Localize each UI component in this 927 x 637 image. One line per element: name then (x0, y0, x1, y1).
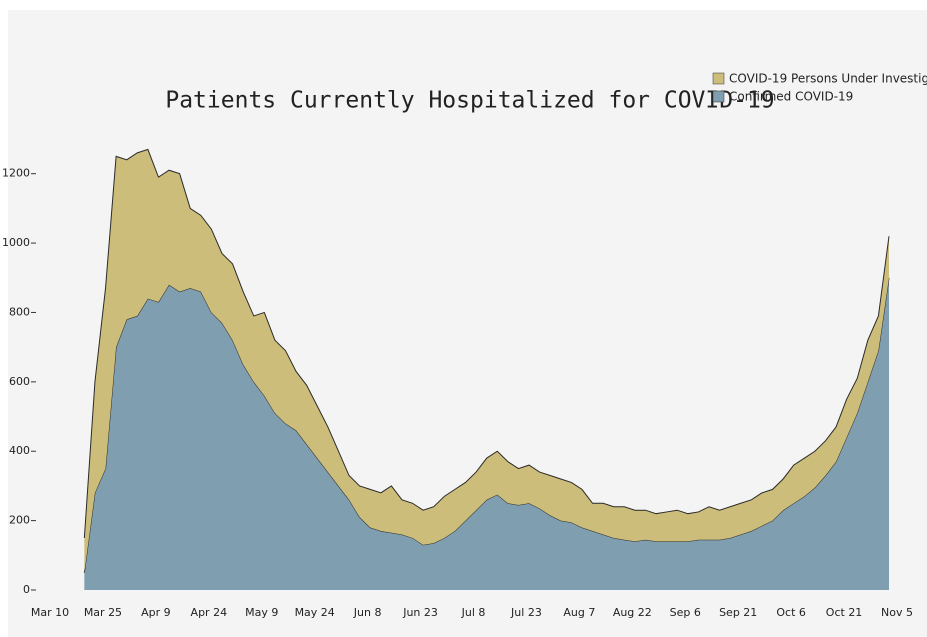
x-tick-label: Aug 22 (613, 606, 652, 619)
legend-swatch (712, 72, 725, 85)
area (84, 149, 890, 573)
y-tick-label: 1000 (2, 236, 30, 249)
x-tick-label: Oct 6 (776, 606, 806, 619)
x-tick-label: Apr 9 (141, 606, 171, 619)
x-tick-label: May 24 (295, 606, 335, 619)
x-tick-label: Jul 23 (510, 606, 542, 619)
area-outline (83, 148, 890, 538)
y-tick-label: 600 (9, 375, 30, 388)
x-tick-label: Oct 21 (826, 606, 863, 619)
legend-label: Confirmed COVID-19 (729, 90, 853, 104)
x-tick-label: Sep 6 (670, 606, 701, 619)
chart-title: Patients Currently Hospitalized for COVI… (165, 88, 774, 114)
x-tick-label: Mar 25 (84, 606, 122, 619)
y-tick-label: 200 (9, 514, 30, 527)
y-tick-label: 800 (9, 305, 30, 318)
x-tick-label: Mar 10 (31, 606, 69, 619)
legend-swatch (712, 90, 725, 103)
y-tick-label: 400 (9, 444, 30, 457)
x-tick-label: Jun 23 (402, 606, 438, 619)
area (84, 277, 890, 590)
y-tick-label: 0 (23, 583, 30, 596)
legend-label: COVID-19 Persons Under Investigation (729, 72, 927, 86)
x-tick-label: Jun 8 (353, 606, 382, 619)
x-tick-label: Apr 24 (191, 606, 228, 619)
x-tick-label: Jul 8 (461, 606, 486, 619)
y-tick-label: 1200 (2, 167, 30, 180)
x-tick-label: Aug 7 (563, 606, 595, 619)
x-tick-label: May 9 (245, 606, 278, 619)
x-tick-label: Nov 5 (881, 606, 913, 619)
x-tick-label: Sep 21 (719, 606, 757, 619)
